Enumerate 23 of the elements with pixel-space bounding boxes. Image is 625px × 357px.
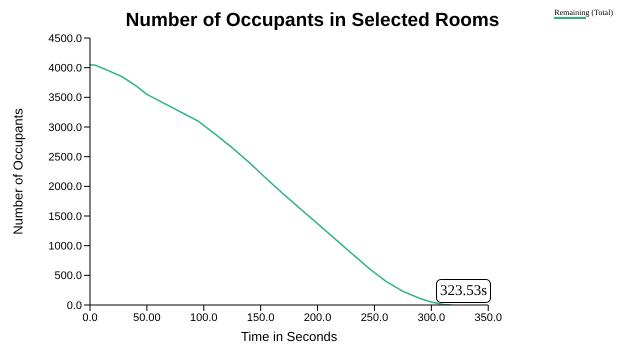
x-tick-label: 200.0 — [304, 312, 332, 324]
x-tick-label: 250.0 — [360, 312, 388, 324]
y-tick-label: 4000.0 — [48, 62, 82, 75]
y-tick-label: 500.0 — [54, 270, 82, 282]
y-tick-label: 0.0 — [66, 300, 82, 312]
x-tick-label: 0.0 — [82, 312, 98, 324]
x-tick-label: 100.0 — [190, 312, 218, 324]
y-axis-title: Number of Occupants — [10, 108, 26, 235]
y-tick-label: 2500.0 — [48, 152, 82, 164]
x-axis-title: Time in Seconds — [240, 329, 338, 344]
x-tick-label: 350.0 — [474, 312, 502, 324]
y-tick-label: 2000.0 — [48, 181, 82, 194]
y-tick-label: 4500.0 — [48, 32, 82, 45]
x-tick-label: 50.00 — [133, 312, 161, 324]
x-tick-label: 300.0 — [418, 312, 446, 324]
y-tick-label: 3000.0 — [48, 122, 82, 134]
chart-title: Number of Occupants in Selected Rooms — [126, 10, 500, 31]
y-tick-label: 1500.0 — [48, 210, 82, 223]
text: Remaining (Total) — [554, 8, 613, 17]
annotation: 323.53s — [436, 279, 492, 303]
y-tick-label: 3500.0 — [48, 92, 82, 104]
y-tick-label: 1000.0 — [48, 240, 82, 253]
x-tick-label: 150.0 — [246, 312, 274, 324]
